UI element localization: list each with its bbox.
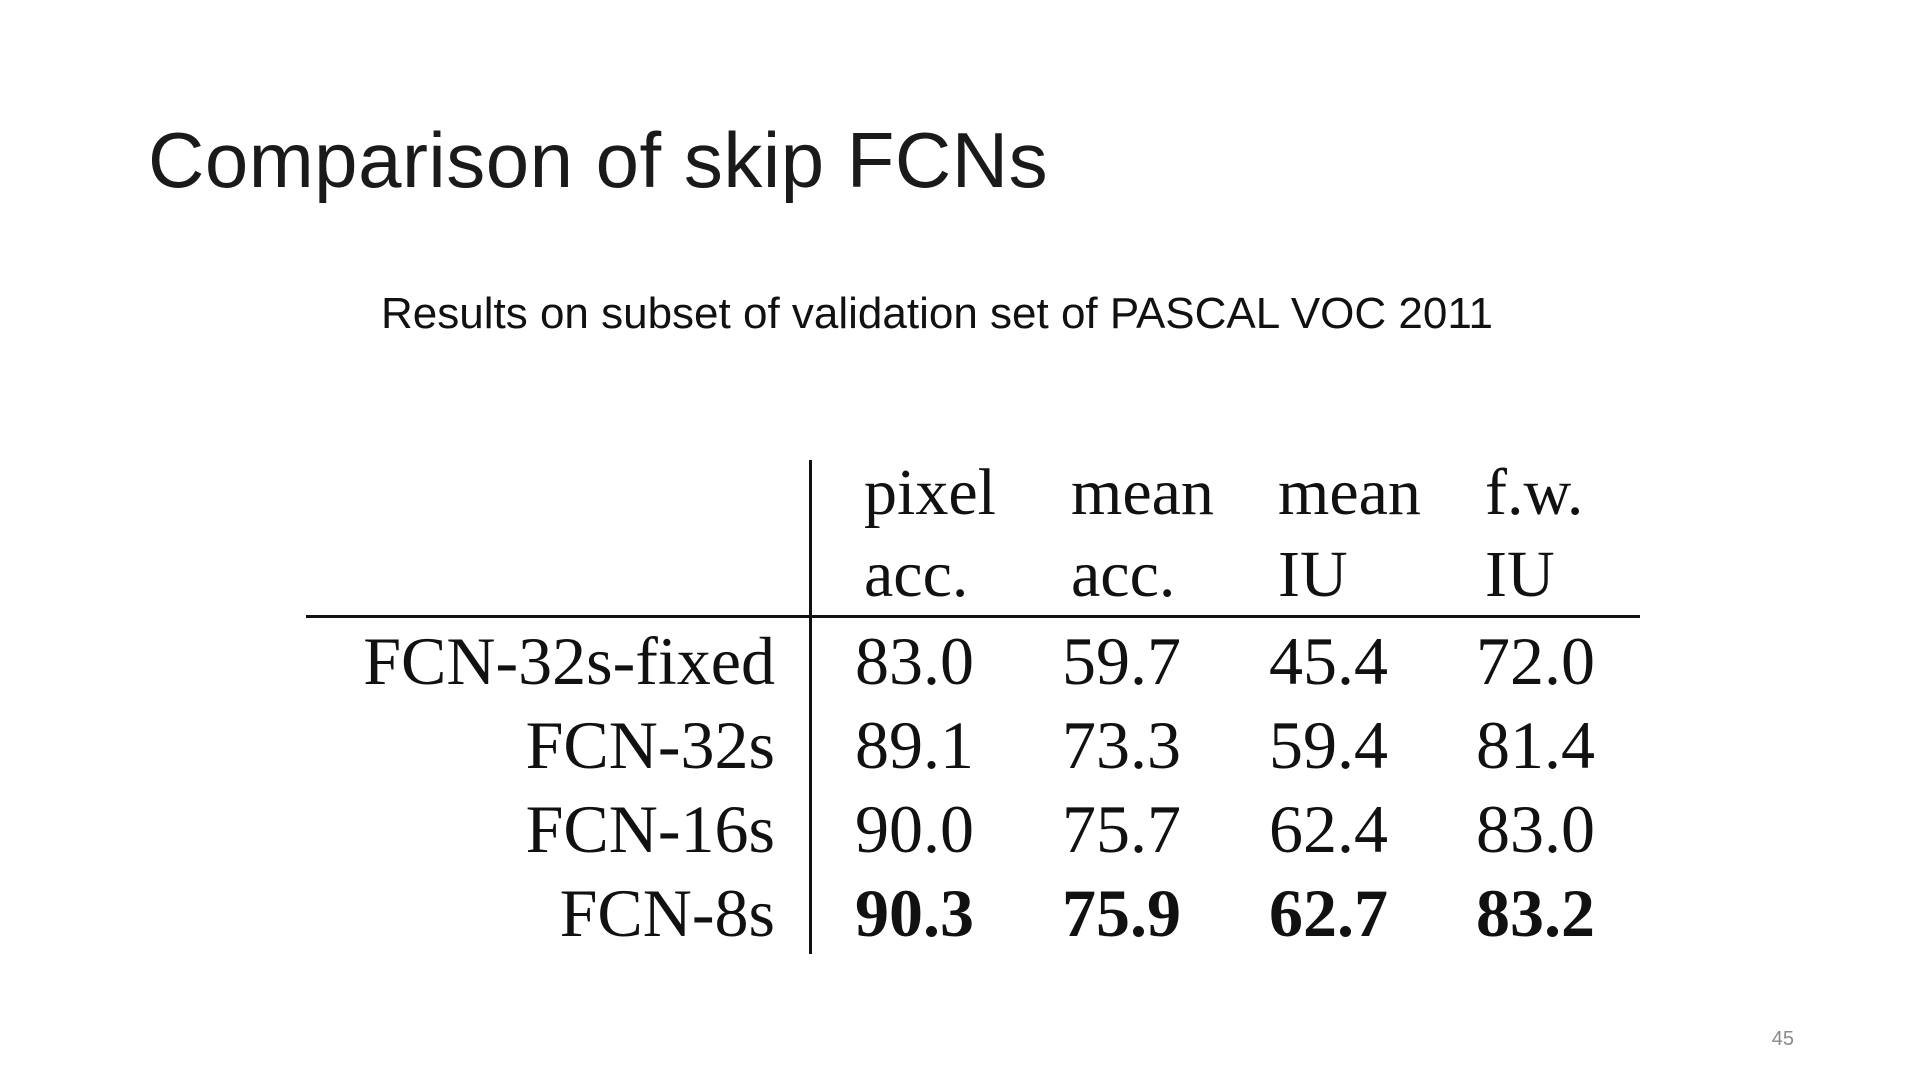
table-cell: 73.3 xyxy=(1062,707,1181,783)
table-cell: 89.1 xyxy=(855,707,974,783)
slide-title: Comparison of skip FCNs xyxy=(148,116,1049,204)
column-header-line: pixel xyxy=(864,456,996,529)
column-header-pixel-acc: pixel acc. xyxy=(864,452,996,616)
table-cell: 81.4 xyxy=(1476,707,1595,783)
row-label-fcn-32s-fixed: FCN-32s-fixed xyxy=(363,623,775,699)
table-cell-best: 90.3 xyxy=(855,875,974,951)
table-cell: 75.7 xyxy=(1062,791,1181,867)
table-header-rule xyxy=(306,615,1640,618)
column-header-line: acc. xyxy=(1071,538,1176,611)
table-cell-best: 83.2 xyxy=(1476,875,1595,951)
column-header-line: IU xyxy=(1485,538,1555,611)
table-cell: 45.4 xyxy=(1269,623,1388,699)
column-header-mean-acc: mean acc. xyxy=(1071,452,1214,616)
table-cell: 83.0 xyxy=(855,623,974,699)
table-cell: 72.0 xyxy=(1476,623,1595,699)
table-cell: 59.4 xyxy=(1269,707,1388,783)
results-table: pixel acc. mean acc. mean IU f.w. IU FCN… xyxy=(306,452,1640,954)
column-header-line: f.w. xyxy=(1485,456,1584,529)
table-cell: 59.7 xyxy=(1062,623,1181,699)
table-cell: 62.4 xyxy=(1269,791,1388,867)
table-cell: 83.0 xyxy=(1476,791,1595,867)
slide-subtitle: Results on subset of validation set of P… xyxy=(381,289,1494,338)
column-header-line: acc. xyxy=(864,538,969,611)
row-label-fcn-32s: FCN-32s xyxy=(525,707,775,783)
column-header-line: mean xyxy=(1278,456,1421,529)
page-number: 45 xyxy=(1771,1028,1794,1050)
row-label-fcn-16s: FCN-16s xyxy=(525,791,775,867)
row-label-fcn-8s: FCN-8s xyxy=(559,875,775,951)
table-cell-best: 62.7 xyxy=(1269,875,1388,951)
column-header-line: mean xyxy=(1071,456,1214,529)
column-header-line: IU xyxy=(1278,538,1348,611)
table-vertical-rule xyxy=(809,460,812,954)
column-header-mean-iu: mean IU xyxy=(1278,452,1421,616)
table-cell-best: 75.9 xyxy=(1062,875,1181,951)
table-cell: 90.0 xyxy=(855,791,974,867)
column-header-fw-iu: f.w. IU xyxy=(1485,452,1583,616)
